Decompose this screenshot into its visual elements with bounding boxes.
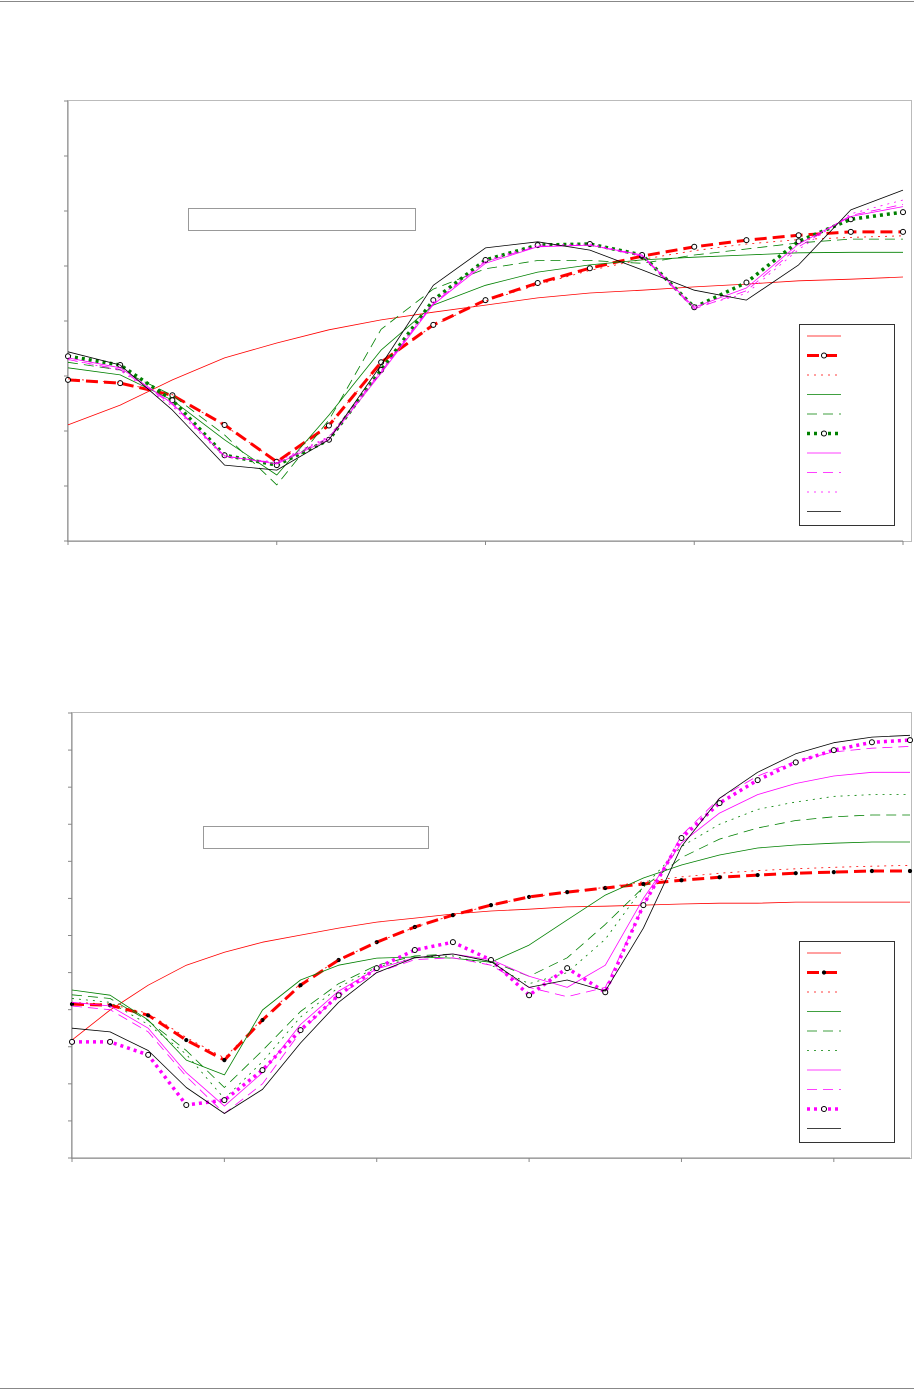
series-marker [430,321,437,328]
legend-marker [821,970,827,975]
note-box [203,826,429,849]
series-marker [297,1027,304,1034]
series-marker [831,869,836,875]
series-line [71,869,910,1062]
series-marker [907,868,913,874]
series-marker [169,397,176,404]
plot-frame [67,100,912,542]
series-marker [691,243,698,250]
series-line [67,189,904,471]
plot-frame [71,712,912,1159]
series-line [71,901,910,1041]
series-marker [222,1058,227,1063]
legend-marker [821,352,827,359]
series-line [67,276,904,426]
series-marker [565,890,570,895]
series-line [67,251,903,476]
series-marker [430,297,437,304]
legend-marker [821,1106,827,1112]
series-marker [450,913,456,918]
series-marker [743,279,750,286]
series-marker [586,265,593,272]
series-marker [795,232,802,239]
series-marker [868,739,875,746]
series-marker [65,376,71,383]
series-marker [743,237,750,244]
series-line [67,206,904,465]
series-marker [869,868,875,874]
series-marker [679,878,684,883]
series-marker [183,1101,190,1108]
series-marker [830,747,837,754]
series-marker [678,834,685,841]
series-line [71,794,910,1100]
series-marker [117,380,124,387]
series-marker [526,992,533,999]
series-marker [449,939,456,946]
series-line [67,199,904,463]
series-marker [373,965,380,972]
series-marker [488,902,494,908]
series-marker [847,228,854,235]
series-line [67,204,904,464]
series-marker [259,1067,266,1074]
series-marker [793,871,798,876]
series-marker [107,1038,114,1045]
series-marker [792,759,799,766]
series-marker [900,228,906,235]
series-marker [69,1002,75,1007]
legend-marker [821,430,827,437]
series-marker [411,946,418,953]
series-marker [716,800,723,807]
series-marker [65,353,71,360]
series-line [71,746,911,1114]
series-marker [564,965,571,972]
series-marker [69,1038,75,1045]
series-marker [900,209,906,216]
series-marker [145,1051,152,1058]
series-marker [221,421,228,428]
series-marker [335,992,342,999]
series-marker [534,280,541,287]
series-marker [298,983,303,988]
series-marker [641,881,646,887]
series-line [71,734,911,1114]
series-marker [907,737,913,744]
series-marker [482,297,489,304]
series-marker [755,872,760,878]
series-marker [640,902,647,909]
series-line [67,230,903,464]
series-marker [184,1037,189,1043]
series-marker [717,875,722,880]
series-line [67,210,904,467]
series-line [67,235,904,462]
series-marker [221,1097,228,1104]
series-line [67,238,903,486]
series-marker [754,777,761,784]
note-box [188,208,416,231]
series-line [72,738,911,1107]
